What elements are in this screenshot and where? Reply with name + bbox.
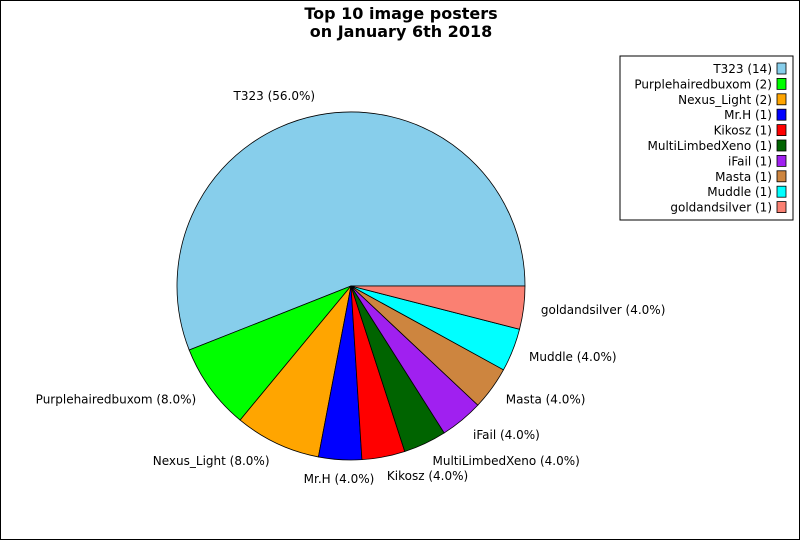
pie-slice-t323 (176, 111, 526, 351)
legend-label-multilimbedxeno: MultiLimbedXeno (1) (648, 139, 772, 153)
legend-swatch-ifail (776, 154, 787, 167)
legend-swatch-kikosz (776, 124, 787, 136)
legend-swatch-nexus-light (776, 93, 787, 106)
legend-swatch-t323 (776, 62, 787, 75)
legend-label-muddle: Muddle (1) (707, 185, 772, 199)
legend-label-masta: Masta (1) (715, 170, 772, 184)
slice-label-multilimbedxeno: MultiLimbedXeno (4.0%) (433, 454, 580, 468)
slice-label-purplehairedbuxom: Purplehairedbuxom (8.0%) (36, 393, 197, 407)
legend: T323 (14)Purplehairedbuxom (2) Nexus_Ligh… (619, 55, 794, 221)
slice-label-kikosz: Kikosz (4.0%) (387, 469, 468, 483)
legend-swatch-multilimbedxeno (776, 139, 787, 152)
legend-label-mr-h: Mr.H (1) (724, 108, 772, 122)
slice-label-masta: Masta (4.0%) (506, 393, 586, 407)
legend-swatch-goldandsilver (776, 201, 787, 214)
slice-label-t323: T323 (56.0%) (233, 89, 316, 103)
slice-label-ifail: iFail (4.0%) (473, 428, 540, 442)
slice-label-muddle: Muddle (4.0%) (529, 350, 617, 364)
slice-label-nexus-light: Nexus_Light (8.0%) (153, 454, 270, 468)
legend-swatch-mr-h (776, 108, 787, 121)
pie-slices (176, 111, 526, 461)
legend-swatch-muddle (776, 185, 787, 198)
legend-swatch-purplehairedbuxom (776, 78, 787, 90)
legend-swatch-masta (776, 170, 787, 183)
legend-label-ifail: iFail (1) (728, 154, 772, 168)
legend-box (619, 55, 794, 221)
pie-slice-labels: T323 (56.0%) Purplehairedbuxom (8.0%) Nexu… (36, 89, 666, 486)
slice-label-mr-h: Mr.H (4.0%) (304, 472, 375, 486)
legend-label-kikosz: Kikosz (1) (714, 124, 772, 138)
slice-label-goldandsilver: goldandsilver (4.0%) (541, 303, 666, 317)
chart-title-line-2: on January 6th 2018 (310, 22, 492, 41)
pie-slice-goldandsilver (350, 285, 526, 330)
legend-label-goldandsilver: goldandsilver (1) (670, 201, 772, 215)
legend-label-purplehairedbuxom: Purplehairedbuxom (2) (634, 77, 772, 91)
legend-label-nexus-light: Nexus_Light (2) (678, 93, 772, 107)
chart-title-line-1: Top 10 image posters (304, 4, 497, 23)
legend-label-t323: T323 (14) (712, 62, 772, 76)
